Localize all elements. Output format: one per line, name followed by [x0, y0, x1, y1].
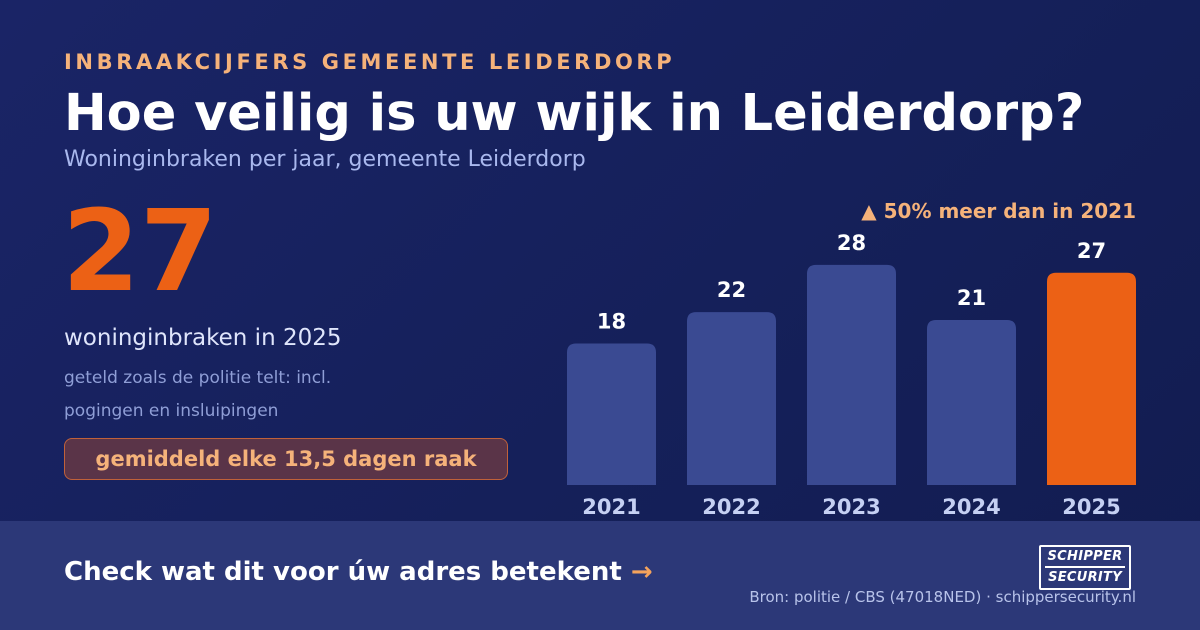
eyebrow-label: INBRAAKCIJFERS GEMEENTE LEIDERDORP: [64, 50, 676, 74]
cta-link[interactable]: Check wat dit voor úw adres betekent →: [64, 557, 653, 587]
bar-value-2025: 27: [1077, 239, 1106, 263]
x-tick-2023: 2023: [822, 495, 880, 519]
bar-2024: [927, 319, 1016, 485]
logo-divider: [1045, 566, 1125, 568]
x-tick-2025: 2025: [1062, 495, 1120, 519]
highlight-caption: woninginbraken in 2025: [64, 325, 342, 351]
source-credit: Bron: politie / CBS (47018NED) · schippe…: [749, 588, 1136, 606]
footer-bar: Check wat dit voor úw adres betekent → S…: [0, 521, 1200, 630]
page-subtitle: Woninginbraken per jaar, gemeente Leider…: [64, 147, 586, 172]
bar-2021: [567, 343, 656, 485]
change-annotation: ▲ 50% meer dan in 2021: [861, 199, 1136, 223]
bar-2022: [687, 312, 776, 485]
x-tick-2024: 2024: [942, 495, 1000, 519]
logo-line-1: SCHIPPER: [1047, 549, 1123, 564]
bar-value-2022: 22: [717, 278, 746, 302]
arrow-right-icon: →: [630, 557, 653, 587]
highlight-note: geteld zoals de politie telt: incl. pogi…: [64, 368, 332, 421]
bar-value-2024: 21: [957, 286, 986, 310]
frequency-pill: gemiddeld elke 13,5 dagen raak: [64, 438, 508, 480]
x-tick-2021: 2021: [582, 495, 640, 519]
bar-2023: [807, 264, 896, 485]
page-title: Hoe veilig is uw wijk in Leiderdorp?: [64, 84, 1085, 143]
highlight-number: 27: [62, 187, 218, 317]
bar-value-2023: 28: [837, 231, 866, 255]
brand-logo: SCHIPPER SECURITY: [1039, 545, 1131, 590]
logo-line-2: SECURITY: [1048, 570, 1122, 585]
bar-value-2021: 18: [597, 310, 626, 334]
bar-chart: 18 2021 22 2022 28 2023 21 2024 27 2025: [567, 231, 1136, 519]
x-tick-2022: 2022: [702, 495, 760, 519]
bar-2025: [1047, 272, 1136, 485]
cta-text: Check wat dit voor úw adres betekent: [64, 557, 622, 587]
